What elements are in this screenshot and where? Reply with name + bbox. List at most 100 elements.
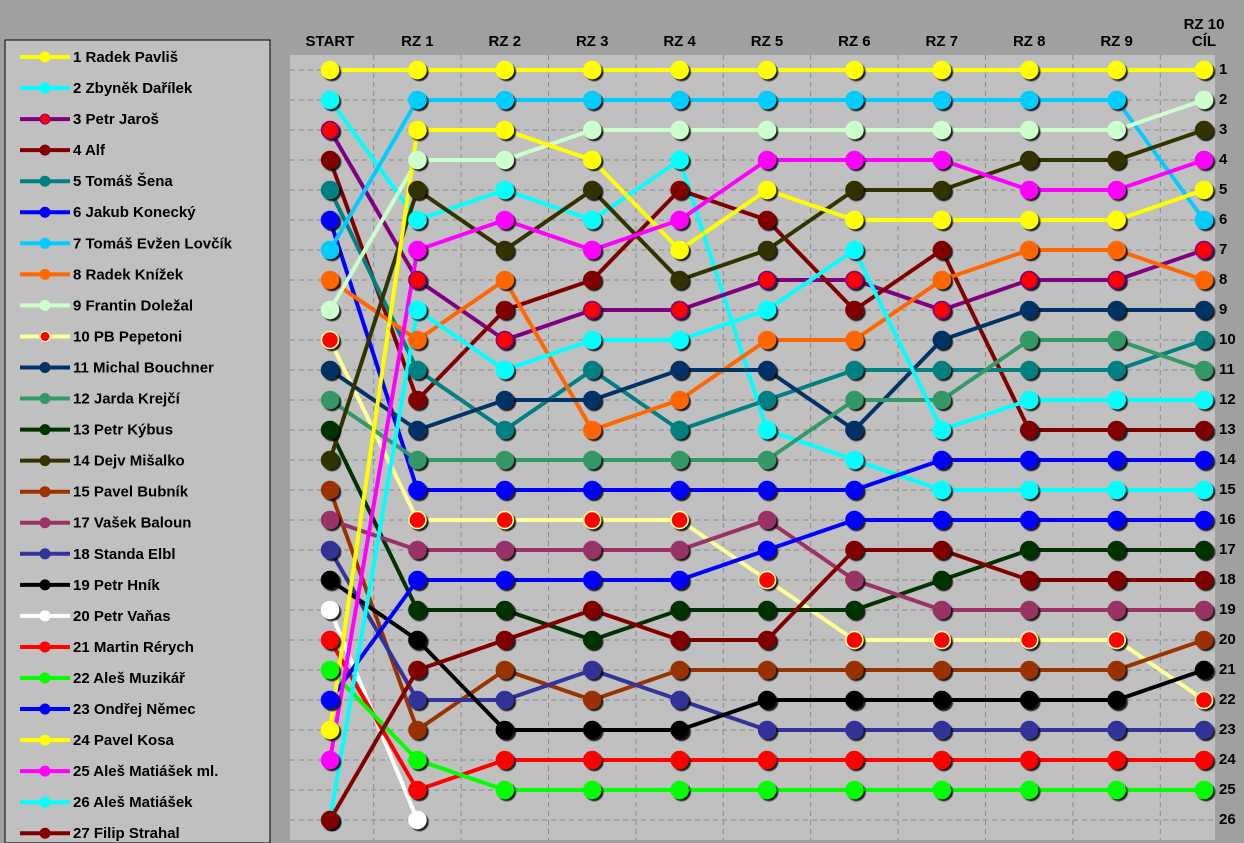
point-marker	[845, 690, 864, 710]
point-marker	[1019, 390, 1039, 410]
legend-marker	[39, 796, 51, 808]
point-marker	[1107, 750, 1126, 770]
point-marker	[757, 360, 777, 380]
y-tick-label: 2	[1219, 91, 1227, 108]
x-tick-label: RZ 10 CÍL	[1184, 16, 1225, 50]
point-marker	[320, 390, 340, 410]
point-marker	[408, 210, 427, 230]
point-marker	[582, 720, 602, 740]
legend-marker	[39, 827, 51, 839]
legend-label: 11 Michal Bouchner	[73, 359, 214, 376]
point-marker	[582, 330, 602, 350]
point-marker	[320, 180, 340, 200]
y-tick-label: 19	[1219, 601, 1236, 618]
y-tick-label: 9	[1219, 301, 1227, 318]
point-marker	[408, 300, 427, 320]
point-marker	[408, 150, 427, 170]
x-tick-label: RZ 8	[1013, 33, 1046, 50]
point-marker	[1194, 240, 1214, 260]
point-marker	[1194, 90, 1214, 110]
legend-label: 21 Martin Rérych	[73, 639, 194, 656]
point-marker	[582, 60, 602, 80]
point-marker	[932, 180, 952, 200]
point-marker	[1194, 570, 1214, 590]
point-marker	[582, 570, 602, 590]
point-marker	[670, 630, 689, 650]
point-marker	[932, 450, 952, 470]
point-marker	[757, 570, 777, 590]
legend-marker	[39, 579, 51, 591]
y-tick-label: 20	[1219, 631, 1236, 648]
y-tick-label: 11	[1219, 361, 1235, 378]
point-marker	[1194, 450, 1214, 470]
legend-marker	[39, 765, 51, 777]
point-marker	[670, 300, 689, 320]
point-marker	[932, 510, 952, 530]
point-marker	[582, 420, 602, 440]
point-marker	[845, 120, 864, 140]
legend-marker	[39, 486, 51, 498]
point-marker	[757, 690, 777, 710]
point-marker	[582, 360, 602, 380]
point-marker	[1194, 270, 1214, 290]
legend-label: 27 Filip Strahal	[73, 825, 180, 842]
point-marker	[845, 480, 864, 500]
point-marker	[582, 240, 602, 260]
legend-label: 1 Radek Pavliš	[73, 49, 178, 66]
y-tick-label: 22	[1219, 691, 1236, 708]
legend-label: 26 Aleš Matiášek	[73, 794, 193, 811]
point-marker	[320, 510, 340, 530]
point-marker	[1107, 570, 1126, 590]
y-tick-label: 14	[1219, 451, 1236, 468]
point-marker	[845, 330, 864, 350]
point-marker	[1194, 750, 1214, 770]
point-marker	[408, 720, 427, 740]
point-marker	[320, 90, 340, 110]
point-marker	[757, 270, 777, 290]
point-marker	[320, 750, 340, 770]
legend-label: 10 PB Pepetoni	[73, 328, 182, 345]
point-marker	[320, 210, 340, 230]
point-marker	[932, 390, 952, 410]
point-marker	[1194, 420, 1214, 440]
point-marker	[1194, 360, 1214, 380]
legend-marker	[39, 206, 51, 218]
point-marker	[670, 210, 689, 230]
point-marker	[932, 660, 952, 680]
point-marker	[1019, 450, 1039, 470]
point-marker	[495, 540, 515, 560]
point-marker	[582, 540, 602, 560]
point-marker	[670, 120, 689, 140]
point-marker	[1194, 660, 1214, 680]
legend-marker	[39, 424, 51, 436]
point-marker	[495, 450, 515, 470]
point-marker	[845, 90, 864, 110]
point-marker	[408, 540, 427, 560]
legend-label: 22 Aleš Muzikář	[73, 670, 185, 687]
point-marker	[582, 630, 602, 650]
legend-label: 7 Tomáš Evžen Lovčík	[73, 235, 233, 252]
point-marker	[582, 600, 602, 620]
point-marker	[845, 570, 864, 590]
point-marker	[845, 750, 864, 770]
point-marker	[1019, 510, 1039, 530]
point-marker	[1019, 300, 1039, 320]
point-marker	[495, 330, 515, 350]
point-marker	[670, 330, 689, 350]
point-marker	[582, 390, 602, 410]
point-marker	[932, 60, 952, 80]
point-marker	[1107, 180, 1126, 200]
point-marker	[670, 360, 689, 380]
legend-marker	[39, 517, 51, 529]
point-marker	[670, 270, 689, 290]
point-marker	[845, 270, 864, 290]
point-marker	[495, 270, 515, 290]
point-marker	[670, 540, 689, 560]
point-marker	[320, 60, 340, 80]
point-marker	[932, 720, 952, 740]
legend-label: 9 Frantin Doležal	[73, 297, 193, 314]
point-marker	[845, 540, 864, 560]
point-marker	[1107, 480, 1126, 500]
point-marker	[845, 630, 864, 650]
y-tick-label: 10	[1219, 331, 1236, 348]
